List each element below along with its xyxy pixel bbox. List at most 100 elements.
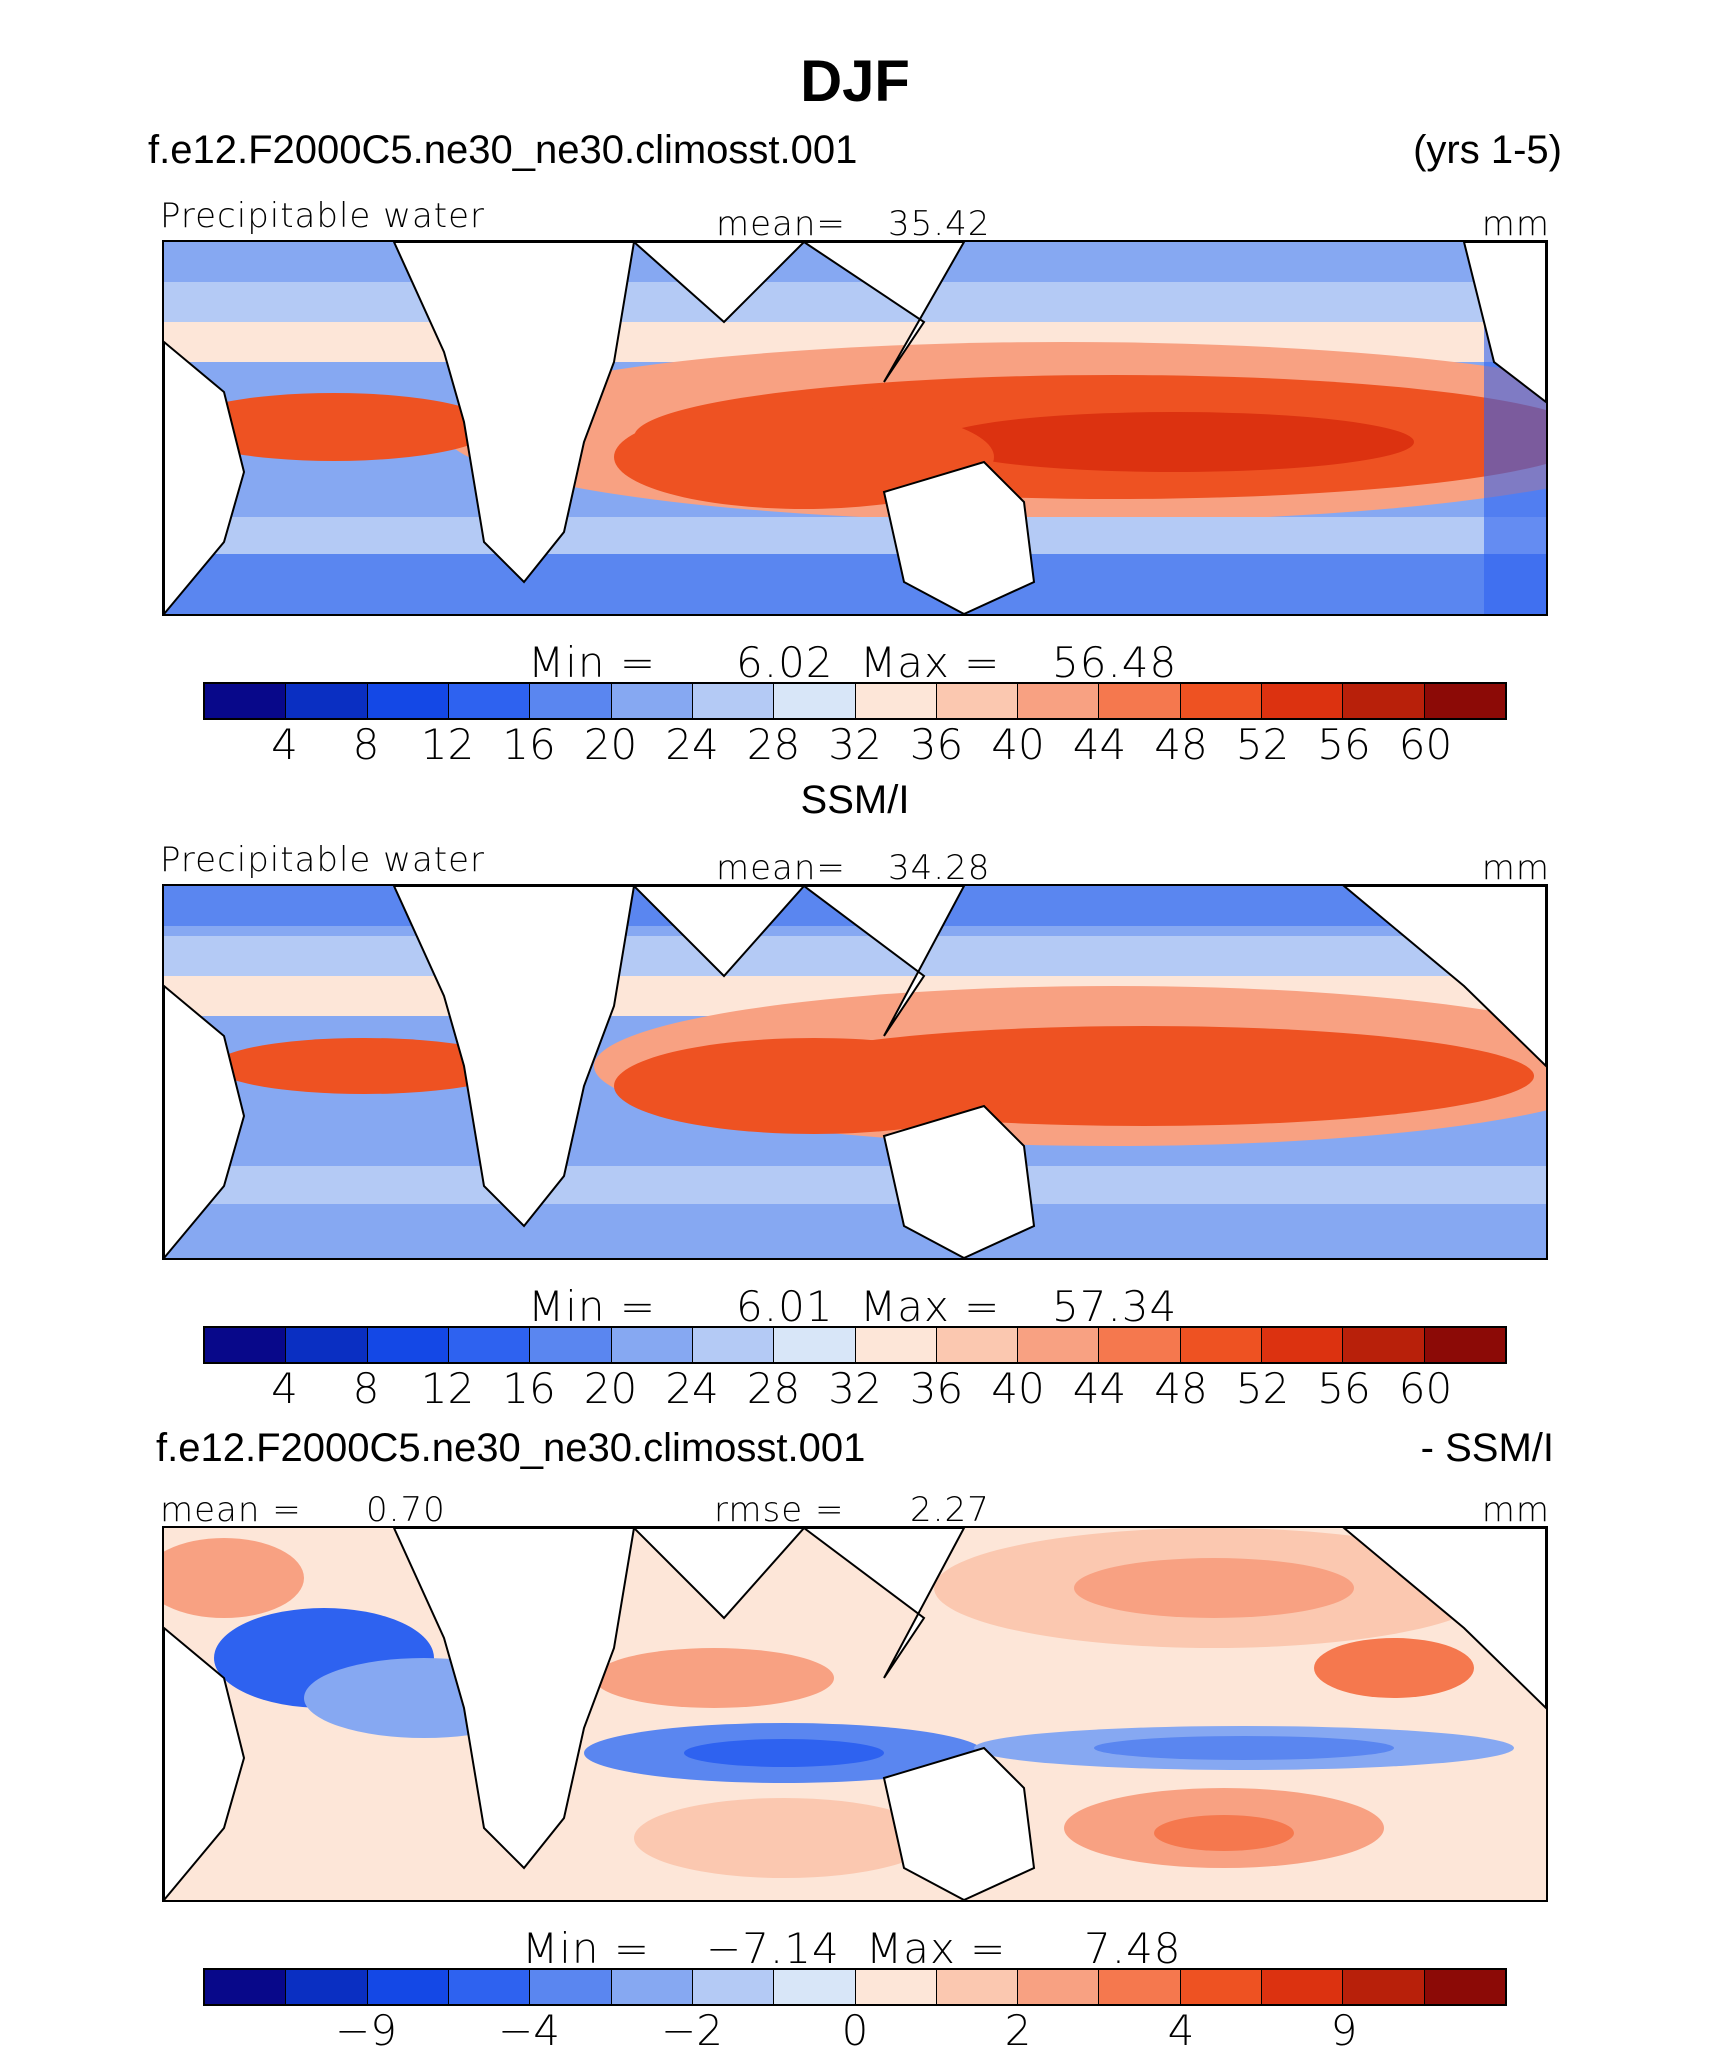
- panel1-colorbar: [203, 682, 1507, 720]
- colorbar-box: [855, 1970, 937, 2004]
- colorbar-tick-label: 56: [1317, 1364, 1371, 1413]
- colorbar-tick-label: 8: [352, 720, 380, 769]
- panel2-colorbar-ticks: 4 8 12 16 20 24 28 32 36 40 44 48 52 56 60: [203, 1360, 1507, 1413]
- colorbar-box: [774, 1328, 856, 1362]
- panel2-map: [162, 884, 1548, 1260]
- colorbar-box: [1262, 1970, 1344, 2004]
- colorbar-tick-label: −9: [335, 2006, 397, 2055]
- colorbar-tick-label: 8: [352, 1364, 380, 1413]
- colorbar-tick-label: 9: [1330, 2006, 1358, 2055]
- colorbar-tick-label: 28: [746, 720, 801, 769]
- colorbar-tick-label: 36: [909, 720, 964, 769]
- colorbar-tick-label: 40: [991, 1364, 1045, 1413]
- colorbar-box: [774, 684, 856, 718]
- panel1-mean-label: mean=: [716, 204, 846, 244]
- colorbar-tick-label: 12: [420, 720, 475, 769]
- colorbar-box: [1099, 1970, 1181, 2004]
- colorbar-box: [367, 1970, 449, 2004]
- panel3-rmse-value: 2.27: [910, 1490, 990, 1530]
- colorbar-tick-label: 48: [1154, 720, 1208, 769]
- colorbar-box: [1018, 684, 1100, 718]
- colorbar-tick-label: 60: [1398, 1364, 1453, 1413]
- panel1-mean-value: 35.42: [888, 204, 991, 244]
- colorbar-tick-label: 36: [909, 1364, 964, 1413]
- panel3-min-label: Min =: [522, 1924, 651, 1973]
- colorbar-box: [367, 684, 449, 718]
- colorbar-box: [1424, 1328, 1505, 1362]
- panel3-case-name: f.e12.F2000C5.ne30_ne30.climosst.001: [156, 1426, 866, 1470]
- panel3-units: mm: [1481, 1490, 1550, 1530]
- colorbar-tick-label: 48: [1154, 1364, 1208, 1413]
- colorbar-box: [936, 684, 1019, 718]
- colorbar-box: [205, 1970, 287, 2004]
- colorbar-box: [530, 1970, 612, 2004]
- colorbar-tick-label: 60: [1398, 720, 1453, 769]
- panel2-max-value: 57.34: [1052, 1282, 1178, 1331]
- panel1-map: [162, 240, 1548, 616]
- colorbar-tick-label: 12: [420, 1364, 475, 1413]
- panel3-map: [162, 1526, 1548, 1902]
- colorbar-tick-label: 24: [665, 1364, 719, 1413]
- colorbar-tick-label: 56: [1317, 720, 1371, 769]
- colorbar-tick-label: 20: [583, 720, 638, 769]
- colorbar-box: [286, 1328, 368, 1362]
- colorbar-box: [1424, 1970, 1505, 2004]
- colorbar-tick-label: 32: [828, 720, 882, 769]
- colorbar-box: [530, 684, 612, 718]
- panel2-colorbar: [203, 1326, 1507, 1364]
- colorbar-tick-label: 2: [1004, 2006, 1032, 2055]
- panel3-colorbar: [203, 1968, 1507, 2006]
- panel1-max-value: 56.48: [1052, 638, 1178, 687]
- panel2-min-value: 6.01: [736, 1282, 834, 1331]
- panel1-colorbar-ticks: 4 8 12 16 20 24 28 32 36 40 44 48 52 56 60: [203, 716, 1507, 769]
- colorbar-box: [448, 1970, 531, 2004]
- colorbar-tick-label: 20: [583, 1364, 638, 1413]
- colorbar-tick-label: 52: [1235, 1364, 1290, 1413]
- page-title: DJF: [800, 49, 910, 114]
- panel1-map-field: [164, 242, 1546, 614]
- colorbar-box: [855, 1328, 937, 1362]
- panel1-min-label: Min =: [528, 638, 657, 687]
- colorbar-box: [1180, 684, 1263, 718]
- colorbar-tick-label: 16: [502, 720, 556, 769]
- panel2-max-label: Max =: [860, 1282, 1001, 1331]
- colorbar-tick-label: 24: [665, 720, 719, 769]
- panel3-min-value: −7.14: [706, 1924, 840, 1973]
- colorbar-box: [1099, 1328, 1181, 1362]
- colorbar-box: [286, 684, 368, 718]
- panel3-rmse-label: rmse =: [714, 1490, 845, 1530]
- colorbar-tick-label: 4: [271, 720, 298, 769]
- colorbar-box: [692, 684, 775, 718]
- colorbar-box: [1099, 684, 1181, 718]
- panel3-map-field: [164, 1528, 1546, 1900]
- panel1-min-value: 6.02: [736, 638, 834, 687]
- panel3-minus-source: - SSM/I: [1420, 1426, 1554, 1470]
- colorbar-box: [936, 1970, 1019, 2004]
- panel1-years: (yrs 1-5): [1413, 128, 1562, 172]
- colorbar-tick-label: 0: [841, 2006, 869, 2055]
- colorbar-box: [774, 1970, 856, 2004]
- panel2-min-label: Min =: [528, 1282, 657, 1331]
- colorbar-box: [611, 684, 693, 718]
- colorbar-box: [1343, 1328, 1425, 1362]
- panel2-map-field: [164, 886, 1546, 1258]
- colorbar-box: [1018, 1328, 1100, 1362]
- colorbar-box: [448, 1328, 531, 1362]
- colorbar-box: [1180, 1328, 1263, 1362]
- colorbar-box: [1262, 684, 1344, 718]
- colorbar-box: [1343, 684, 1425, 718]
- colorbar-box: [855, 684, 937, 718]
- colorbar-box: [1018, 1970, 1100, 2004]
- colorbar-box: [286, 1970, 368, 2004]
- panel3-max-value: 7.48: [1084, 1924, 1182, 1973]
- colorbar-box: [611, 1328, 693, 1362]
- colorbar-tick-label: 44: [1072, 1364, 1127, 1413]
- colorbar-box: [1424, 684, 1505, 718]
- colorbar-tick-label: 52: [1235, 720, 1290, 769]
- colorbar-tick-label: 4: [271, 1364, 298, 1413]
- colorbar-box: [1343, 1970, 1425, 2004]
- colorbar-tick-label: −4: [498, 2006, 560, 2055]
- colorbar-tick-label: 40: [991, 720, 1045, 769]
- colorbar-tick-label: 16: [502, 1364, 556, 1413]
- panel2-source-title: SSM/I: [800, 778, 910, 822]
